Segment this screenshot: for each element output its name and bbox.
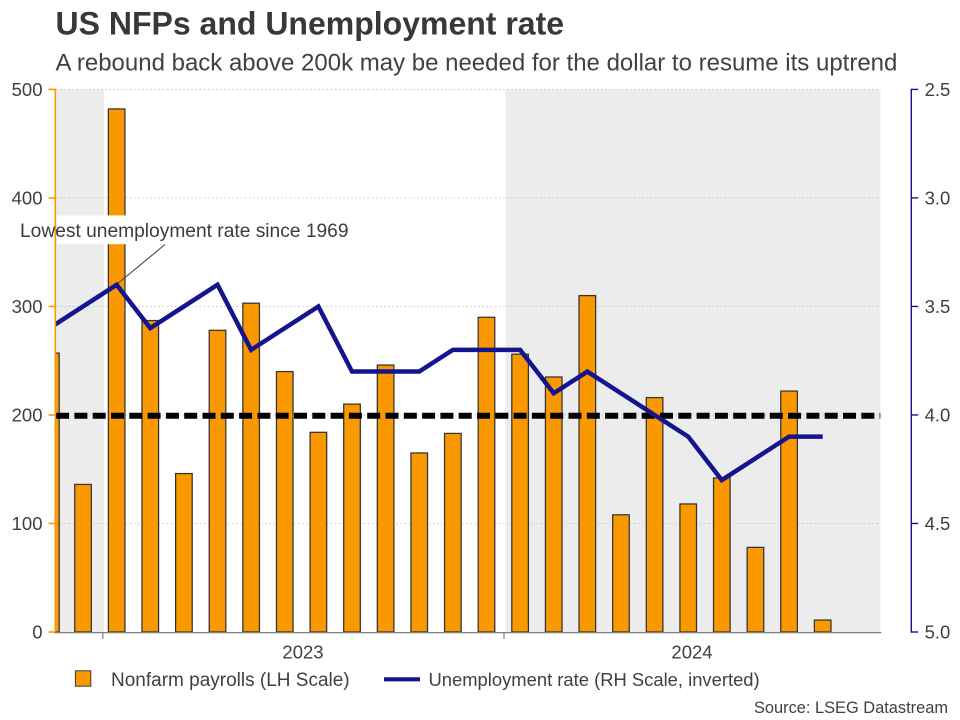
svg-text:300: 300 [12,296,43,317]
svg-text:US NFPs and Unemployment rate: US NFPs and Unemployment rate [56,6,565,42]
svg-text:4.0: 4.0 [925,405,951,426]
svg-text:2.5: 2.5 [925,79,951,100]
svg-text:400: 400 [12,188,43,209]
svg-text:100: 100 [12,513,43,534]
svg-text:0: 0 [32,622,42,643]
svg-text:500: 500 [12,79,43,100]
svg-text:3.5: 3.5 [925,296,951,317]
svg-text:Lowest unemployment rate since: Lowest unemployment rate since 1969 [20,221,349,242]
svg-text:200: 200 [12,405,43,426]
svg-text:3.0: 3.0 [925,188,951,209]
svg-text:Source: LSEG Datastream: Source: LSEG Datastream [754,699,948,717]
svg-text:4.5: 4.5 [925,513,951,534]
svg-text:Nonfarm payrolls (LH Scale): Nonfarm payrolls (LH Scale) [111,670,350,691]
svg-text:2024: 2024 [671,642,712,663]
svg-text:Unemployment rate (RH Scale, i: Unemployment rate (RH Scale, inverted) [429,669,760,690]
svg-text:A rebound back above 200k may: A rebound back above 200k may be needed … [56,50,898,77]
svg-text:2023: 2023 [282,642,323,663]
svg-text:5.0: 5.0 [925,622,951,643]
